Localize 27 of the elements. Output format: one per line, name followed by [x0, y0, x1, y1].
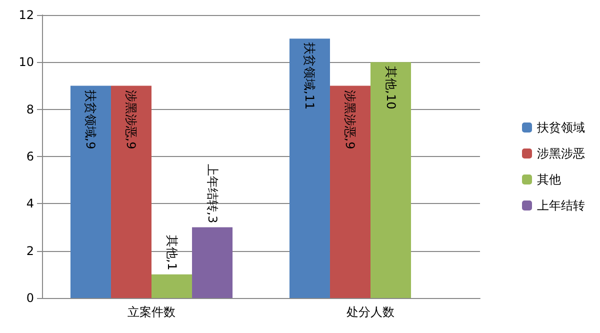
y-tick-label: 0 — [26, 291, 34, 305]
data-label: 上年结转,3 — [205, 164, 220, 224]
bar — [192, 227, 233, 298]
legend-label: 涉黑涉恶 — [537, 146, 585, 160]
data-label: 涉黑涉恶,9 — [343, 90, 358, 150]
y-tick-label: 12 — [18, 8, 34, 22]
bar — [330, 86, 370, 298]
x-tick-label: 立案件数 — [128, 305, 176, 319]
data-label: 涉黑涉恶,9 — [124, 90, 138, 150]
data-label: 其他,1 — [164, 234, 179, 270]
bar — [152, 274, 192, 298]
data-label: 扶贫领域,9 — [84, 88, 98, 150]
bar — [70, 86, 111, 298]
legend-label: 上年结转 — [537, 198, 585, 212]
data-label: 扶贫领域,11 — [302, 42, 317, 110]
x-tick-label: 处分人数 — [346, 305, 394, 319]
y-tick-label: 10 — [18, 55, 34, 70]
y-tick-label: 2 — [26, 244, 34, 258]
bar — [110, 86, 152, 298]
legend-label: 其他 — [537, 172, 561, 186]
bar — [289, 38, 330, 298]
y-tick-label: 4 — [26, 196, 34, 211]
legend-label: 扶贫领域 — [536, 120, 585, 134]
y-tick-label: 8 — [26, 102, 34, 116]
y-tick-label: 6 — [26, 150, 34, 164]
data-label: 其他,10 — [384, 66, 398, 110]
bar — [370, 62, 412, 298]
